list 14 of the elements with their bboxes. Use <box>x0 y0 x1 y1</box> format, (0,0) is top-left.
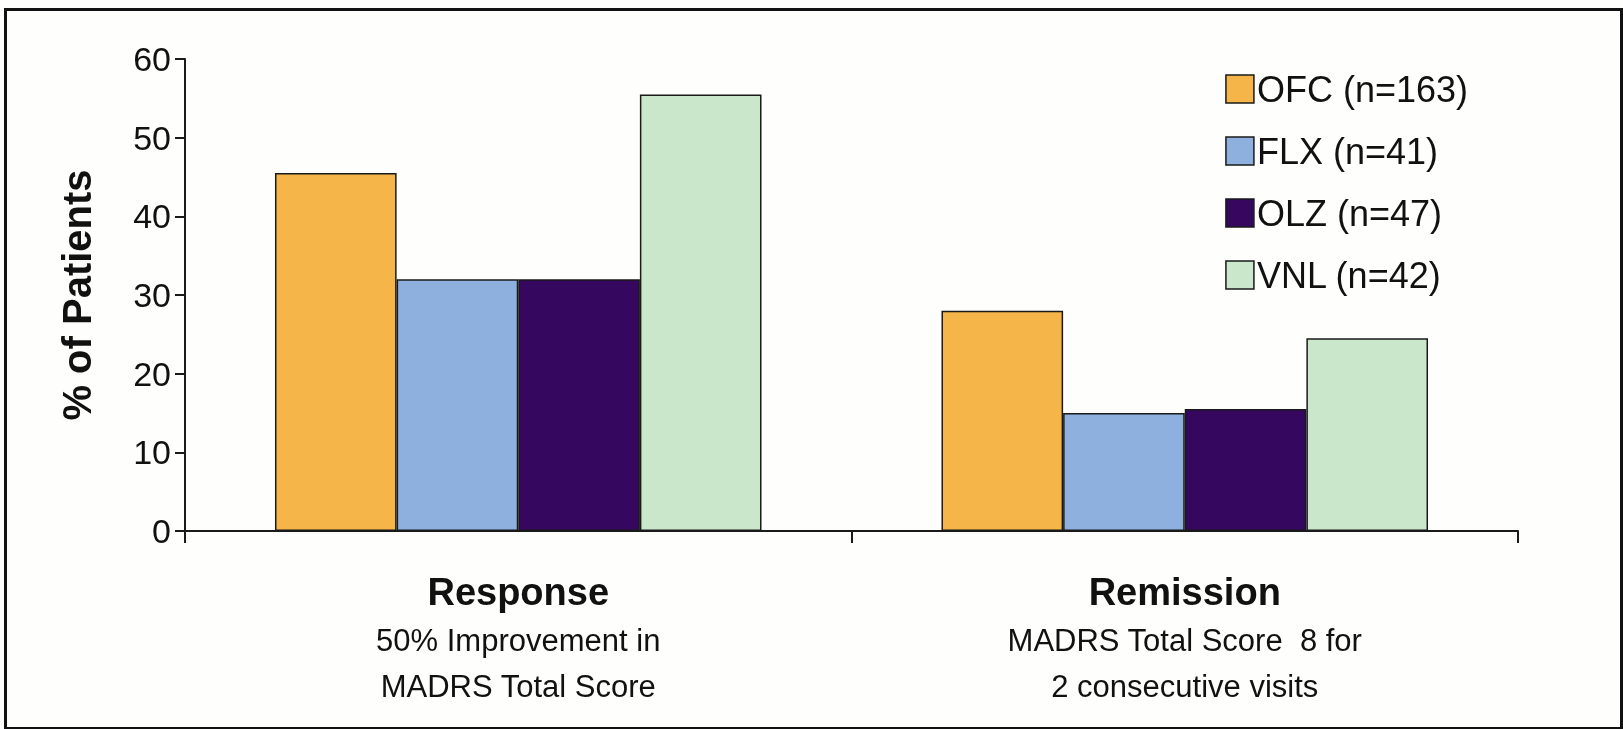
x-tick-label: Response 50% Improvement in MADRS Total Score <box>376 571 661 704</box>
y-tick-label: 40 <box>133 197 171 236</box>
y-tick-label: 50 <box>133 118 171 157</box>
legend-label: FLX (n=41) <box>1256 130 1439 172</box>
y-tick-label: 30 <box>133 276 171 314</box>
legend-label: VNL (n=42) <box>1256 254 1441 296</box>
y-tick-label: 60 <box>133 40 171 78</box>
x-tick-label: Remission MADRS Total Score 8 for 2 consecutive visits <box>1007 571 1362 704</box>
y-tick-label: 20 <box>133 354 171 393</box>
y-tick-label: 0 <box>152 512 171 550</box>
legend-label: OLZ (n=47) <box>1256 192 1443 234</box>
y-tick-label: 10 <box>133 433 171 472</box>
y-axis-title: % of Patients <box>55 169 99 421</box>
legend-label: OFC (n=163) <box>1256 68 1468 110</box>
